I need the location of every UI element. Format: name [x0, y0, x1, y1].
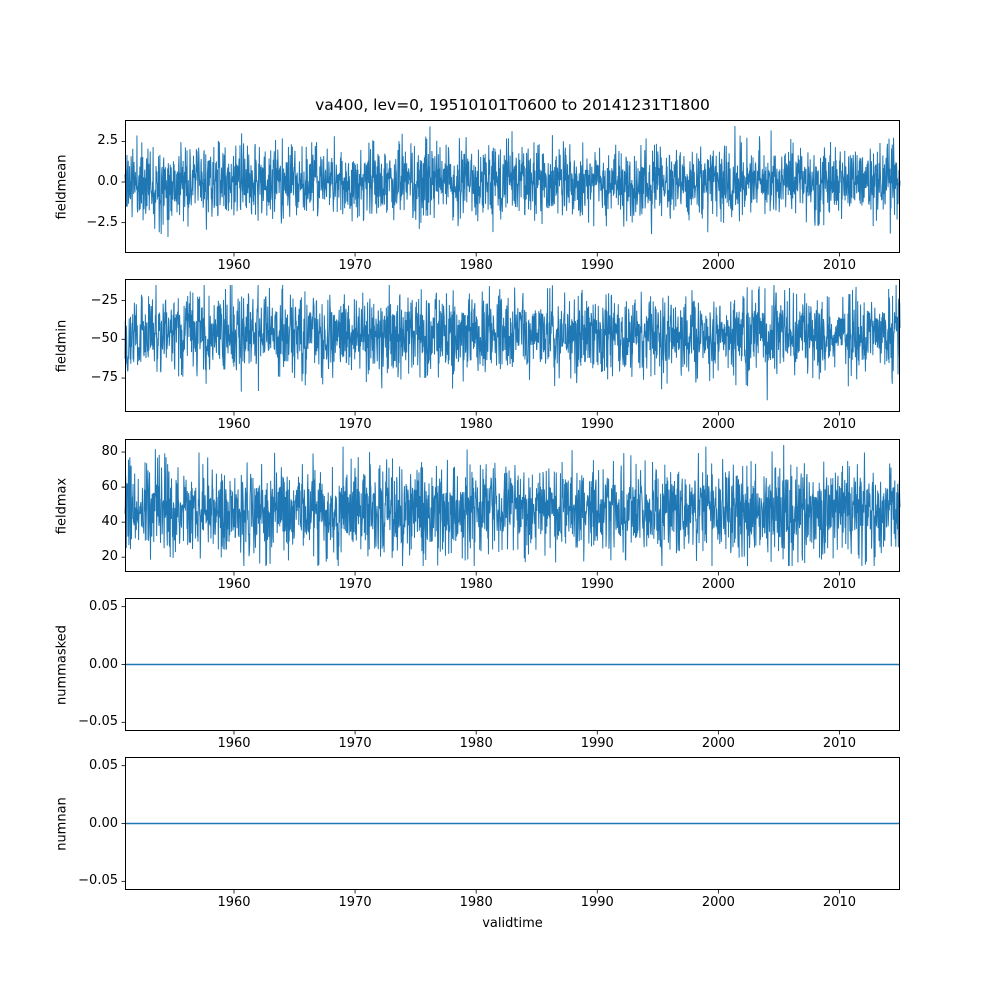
- x-tick-label: 2000: [701, 895, 735, 910]
- x-tick-label: 1960: [217, 577, 251, 592]
- data-line-fieldmin: [124, 285, 901, 401]
- plot-area-fieldmax: [121, 439, 901, 576]
- x-tick-label: 1980: [459, 736, 493, 751]
- figure-title: va400, lev=0, 19510101T0600 to 20141231T…: [315, 96, 710, 114]
- x-tick-label: 1980: [459, 258, 493, 273]
- y-tick-label: 0.05: [89, 598, 118, 614]
- data-line-fieldmax: [124, 445, 901, 566]
- y-tick-label: 60: [101, 479, 118, 495]
- y-tick-label: 0.00: [89, 656, 118, 672]
- subplot-nummasked: nummasked 0.05 0.00 −0.05 1960 1970 1980 1990 2…: [55, 598, 900, 751]
- y-tick-label: −75: [90, 370, 118, 386]
- x-tick-label: 2010: [822, 417, 856, 432]
- x-tick-label: 1990: [580, 736, 614, 751]
- plot-area-fieldmean: [121, 120, 901, 257]
- x-tick-label: 2010: [822, 577, 856, 592]
- y-tick-label: 0.0: [97, 174, 118, 190]
- y-tick-label: −0.05: [78, 873, 118, 889]
- y-tick-label: 40: [101, 514, 118, 530]
- y-tick-label: −50: [90, 331, 118, 347]
- x-tick-label: 1970: [338, 895, 372, 910]
- axes-spines: [125, 757, 900, 890]
- plot-area-nummasked: [121, 598, 900, 735]
- x-tick-label: 1980: [459, 417, 493, 432]
- y-tick-label: 20: [101, 549, 118, 565]
- subplot-fieldmax: fieldmax 80 60 40 20 1960 1970 1980 1990 2000 201…: [55, 439, 901, 592]
- axes-spines: [125, 279, 900, 412]
- x-tick-label: 1960: [217, 417, 251, 432]
- x-tick-label: 2010: [822, 258, 856, 273]
- plot-area-numnan: [121, 757, 900, 894]
- x-tick-label: 2000: [701, 736, 735, 751]
- x-tick-label: 1990: [580, 417, 614, 432]
- x-tick-label: 1970: [338, 736, 372, 751]
- x-tick-label: 2010: [822, 895, 856, 910]
- x-tick-label: 1990: [580, 577, 614, 592]
- x-tick-label: 1970: [338, 417, 372, 432]
- x-tick-label: 1970: [338, 258, 372, 273]
- subplot-fieldmean: fieldmean 2.5 0.0 −2.5 1960 1970 1980 1990 2000…: [55, 120, 901, 273]
- y-tick-label: 0.05: [89, 757, 118, 773]
- x-tick-label: 1990: [580, 895, 614, 910]
- x-tick-label: 1960: [217, 736, 251, 751]
- x-tick-label: 1960: [217, 895, 251, 910]
- x-axis-label: validtime: [482, 916, 543, 931]
- subplot-numnan: numnan 0.05 0.00 −0.05 1960 1970 1980 1990 2000…: [55, 757, 900, 910]
- x-tick-label: 1980: [459, 895, 493, 910]
- x-tick-label: 2000: [701, 258, 735, 273]
- subplot-fieldmin: fieldmin −25 −50 −75 1960 1970 1980 1990 2000 20…: [55, 279, 901, 432]
- y-tick-label: −25: [90, 292, 118, 308]
- axes-spines: [125, 120, 900, 253]
- y-tick-label: −0.05: [78, 714, 118, 730]
- y-tick-label: 80: [101, 444, 118, 460]
- data-line-fieldmean: [124, 126, 901, 238]
- x-tick-label: 2000: [701, 417, 735, 432]
- y-tick-label: 2.5: [97, 133, 118, 149]
- axes-spines: [125, 598, 900, 731]
- x-tick-label: 2000: [701, 577, 735, 592]
- x-tick-label: 1960: [217, 258, 251, 273]
- y-tick-label: 0.00: [89, 815, 118, 831]
- x-tick-label: 1970: [338, 577, 372, 592]
- plot-area-fieldmin: [121, 279, 901, 416]
- x-tick-label: 2010: [822, 736, 856, 751]
- y-tick-label: −2.5: [86, 214, 118, 230]
- axes-spines: [125, 439, 900, 572]
- x-tick-label: 1980: [459, 577, 493, 592]
- x-tick-label: 1990: [580, 258, 614, 273]
